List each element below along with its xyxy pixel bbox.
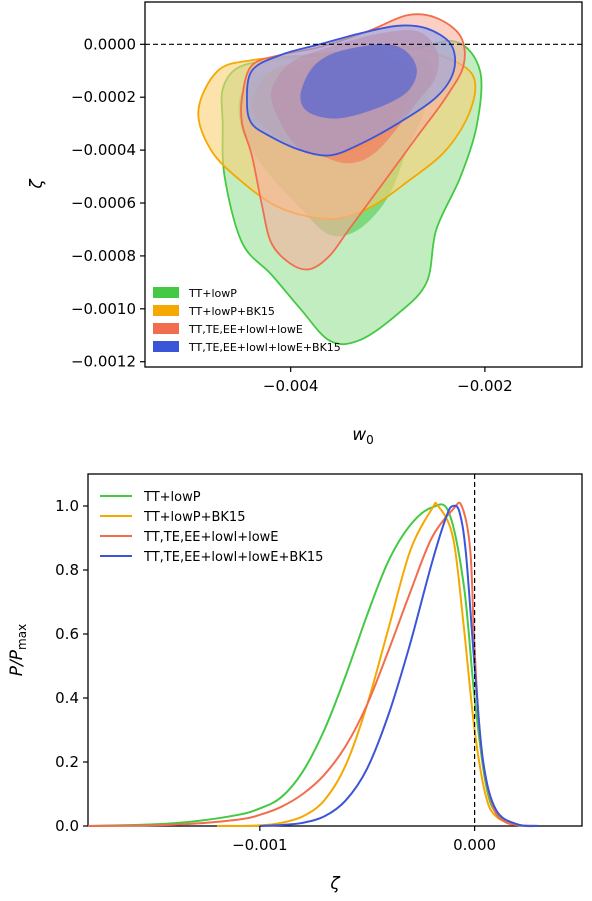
contour-y-tick-label: 0.0000 xyxy=(84,35,137,53)
posterior-y-tick-label: 0.0 xyxy=(55,817,79,835)
contour-y-tick-label: −0.0010 xyxy=(71,300,136,318)
legend-swatch-tt-lowp-bk15 xyxy=(153,305,179,316)
contour-y-tick-label: −0.0002 xyxy=(71,88,136,106)
contour-y-tick-label: −0.0006 xyxy=(71,194,136,212)
contour-y-axis-label: ζ xyxy=(27,178,47,190)
legend-label-tt-te-ee-lowl-lowe-bk15: TT,TE,EE+lowl+lowE+BK15 xyxy=(188,341,341,354)
contour-fills xyxy=(197,13,483,346)
posterior-legend-label-tt-lowp: TT+lowP xyxy=(143,490,201,505)
contour-x-tick-label: −0.002 xyxy=(457,377,513,395)
posterior-x-tick-label: −0.001 xyxy=(232,836,288,854)
posterior-legend-label-tt-lowp-bk15: TT+lowP+BK15 xyxy=(143,510,245,525)
contour-y-tick-label: −0.0008 xyxy=(71,247,136,265)
contour-y-tick-label: −0.0012 xyxy=(71,353,136,371)
posterior-line-tt-lowp-bk15 xyxy=(216,501,540,828)
posterior-y-tick-label: 0.8 xyxy=(55,561,79,579)
posterior-x-tick-label: 0.000 xyxy=(453,836,496,854)
posterior-line-tt-te-ee-lowl-lowe-bk15 xyxy=(259,504,540,828)
posterior-y-tick-label: 0.4 xyxy=(55,689,79,707)
posterior-ticks: −0.001 0.000 0.0 0.2 0.4 0.6 0.8 1.0 xyxy=(55,497,496,854)
legend-label-tt-lowp-bk15: TT+lowP+BK15 xyxy=(188,305,275,318)
posterior-lines xyxy=(87,501,540,828)
posterior-plot-frame xyxy=(87,473,583,827)
contour-x-axis-label: w0 xyxy=(352,425,374,447)
legend-label-tt-lowp: TT+lowP xyxy=(188,287,237,300)
posterior-y-tick-label: 0.2 xyxy=(55,753,79,771)
contour-x-tick-label: −0.004 xyxy=(263,377,319,395)
posterior-x-axis-label: ζ xyxy=(329,874,341,894)
posterior-legend-label-tt-te-ee-lowl-lowe: TT,TE,EE+lowl+lowE xyxy=(143,530,279,545)
posterior-y-tick-label: 0.6 xyxy=(55,625,79,643)
posterior-panel: −0.001 0.0000.00.20.40.60.81.0 TT+lowPTT+… xyxy=(7,473,583,894)
legend-swatch-tt-lowp xyxy=(153,287,179,298)
contour-y-tick-label: −0.0004 xyxy=(71,141,136,159)
contour-ticks: −0.004 −0.002 0.0000 −0.0002 −0.0004 −0.0006 −… xyxy=(71,35,513,395)
contour-panel: −0.004 −0.002 0.0000 −0.0002 −0.0004 −0.0006 −… xyxy=(27,1,583,447)
posterior-y-axis-label: P/Pmax xyxy=(7,624,29,676)
posterior-y-tick-label: 1.0 xyxy=(55,497,79,515)
contour-plot-frame xyxy=(144,1,583,368)
contour-legend: TT+lowP TT+lowP+BK15 TT,TE,EE+lowl+lowE TT,… xyxy=(153,287,341,354)
legend-label-tt-te-ee-lowl-lowe: TT,TE,EE+lowl+lowE xyxy=(188,323,303,336)
posterior-legend: TT+lowP TT+lowP+BK15 TT,TE,EE+lowl+lowE TT,… xyxy=(100,490,323,565)
contour-inner-tt-te-ee-lowl-lowe-bk15 xyxy=(300,44,417,119)
legend-swatch-tt-te-ee-lowl-lowe xyxy=(153,323,179,334)
posterior-legend-label-tt-te-ee-lowl-lowe-bk15: TT,TE,EE+lowl+lowE+BK15 xyxy=(143,550,323,565)
legend-swatch-tt-te-ee-lowl-lowe-bk15 xyxy=(153,341,179,352)
